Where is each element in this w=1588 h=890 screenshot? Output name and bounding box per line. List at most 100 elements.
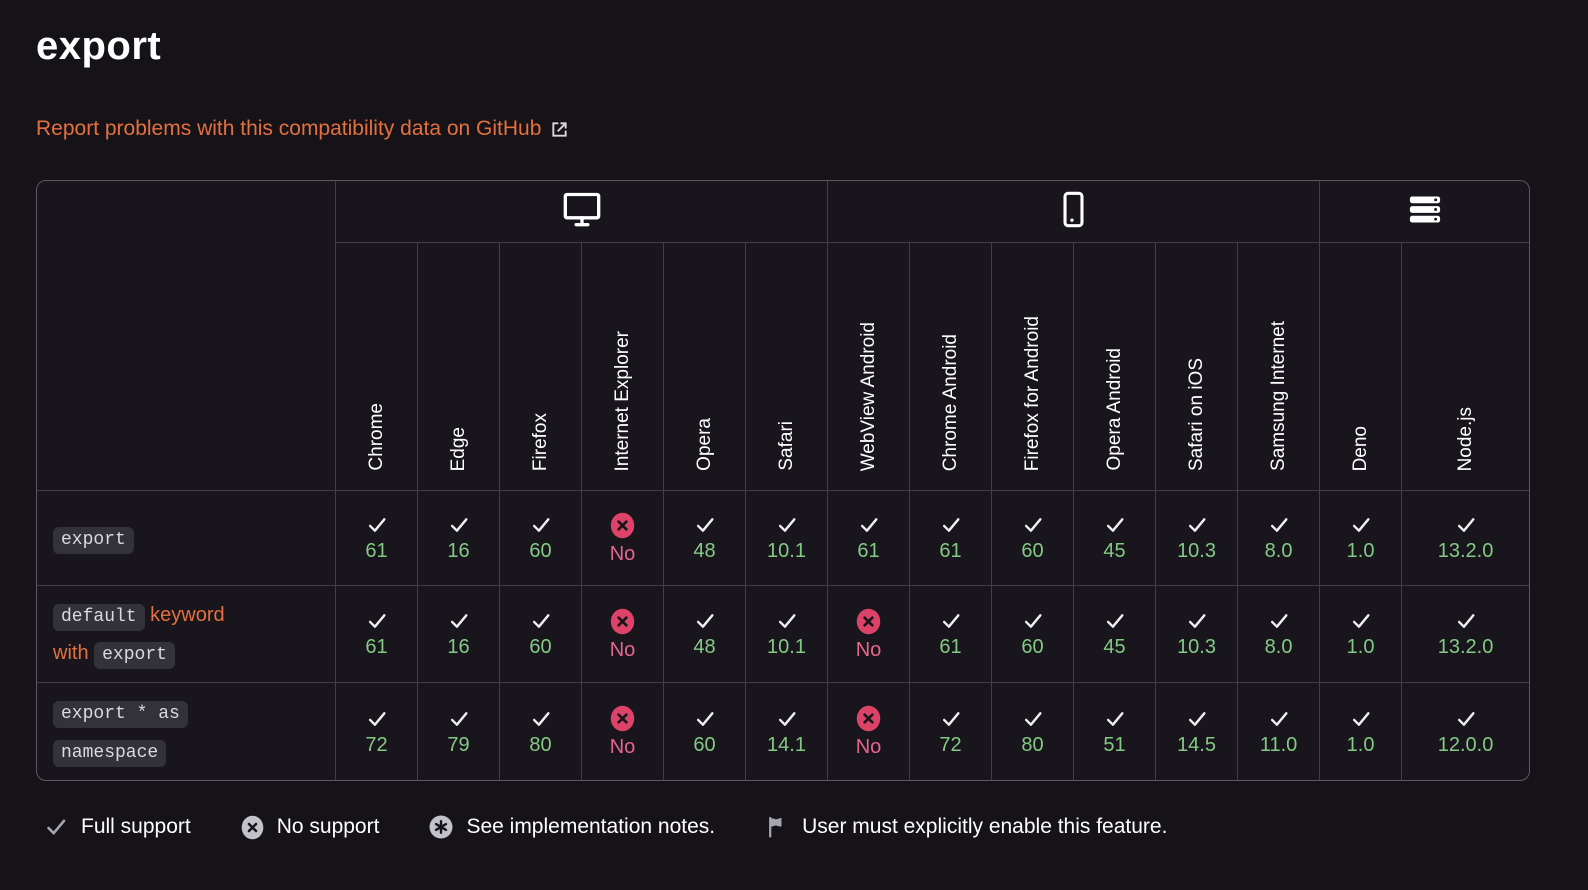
feature-label-cell: export * as namespace (37, 683, 336, 780)
cross-circle-icon (241, 815, 264, 840)
browser-column-header: Opera Android (1074, 243, 1157, 491)
feature-label[interactable]: default keyword with export (53, 596, 265, 672)
support-cell[interactable]: No (582, 586, 664, 684)
report-row: Report problems with this compatibility … (36, 116, 1552, 142)
support-cell[interactable]: No (582, 683, 664, 780)
check-icon (1022, 708, 1044, 730)
platform-group-mobile (828, 181, 1321, 243)
browser-name: Firefox (529, 412, 551, 471)
desktop-icon (562, 192, 602, 227)
feature-label[interactable]: export * as namespace (53, 693, 265, 769)
support-cell[interactable]: 16 (418, 586, 500, 684)
support-cell[interactable]: 1.0 (1320, 491, 1403, 586)
check-icon (1186, 514, 1208, 536)
support-cell[interactable]: 61 (828, 491, 911, 586)
support-cell[interactable]: No (828, 683, 911, 780)
version-label: No (609, 736, 636, 759)
support-cell[interactable]: 14.5 (1156, 683, 1239, 780)
support-cell[interactable]: 72 (910, 683, 993, 780)
check-icon (940, 610, 962, 632)
version-label: 60 (693, 733, 716, 756)
version-label: No (609, 638, 636, 661)
check-icon (1104, 514, 1126, 536)
support-cell[interactable]: 12.0.0 (1402, 683, 1529, 779)
support-cell[interactable]: 10.1 (746, 491, 829, 586)
support-cell[interactable]: 60 (992, 491, 1075, 586)
support-cell[interactable]: 61 (336, 586, 418, 684)
version-label: 61 (939, 540, 962, 562)
version-label: 80 (529, 733, 552, 756)
support-cell[interactable]: 45 (1074, 491, 1157, 586)
check-icon (448, 514, 470, 536)
report-link-text: Report problems with this compatibility … (36, 117, 542, 140)
check-icon (1186, 610, 1208, 632)
check-icon (530, 708, 552, 730)
support-cell[interactable]: 10.3 (1156, 586, 1239, 684)
support-cell[interactable]: 45 (1074, 586, 1157, 684)
check-icon (1268, 610, 1290, 632)
support-cell[interactable]: 1.0 (1320, 586, 1403, 684)
check-icon (1022, 610, 1044, 632)
support-cell[interactable]: 79 (418, 683, 500, 780)
version-label: 45 (1103, 540, 1126, 562)
support-cell[interactable]: 48 (664, 491, 746, 586)
feature-row: default keyword with export 61 16 60 No 48 10.… (37, 586, 1529, 684)
support-cell[interactable]: No (828, 586, 911, 684)
support-cell[interactable]: 48 (664, 586, 746, 684)
platform-header-row (37, 181, 1529, 491)
support-cell[interactable]: 80 (992, 683, 1075, 780)
support-cell[interactable]: 60 (992, 586, 1075, 684)
version-label: 10.3 (1177, 636, 1216, 659)
version-label: 10.1 (767, 540, 806, 562)
support-cell[interactable]: 13.2.0 (1402, 491, 1529, 586)
support-cell[interactable]: 72 (336, 683, 418, 780)
check-icon (366, 514, 388, 536)
check-icon (694, 514, 716, 536)
browser-column-header: Safari on iOS (1156, 243, 1239, 491)
report-problems-link[interactable]: Report problems with this compatibility … (36, 116, 569, 142)
mobile-icon (1061, 191, 1086, 228)
version-label: 51 (1103, 733, 1126, 756)
support-cell[interactable]: No (582, 491, 664, 586)
browser-name: Edge (447, 426, 469, 471)
support-cell[interactable]: 1.0 (1320, 683, 1403, 780)
browser-column-header: Chrome (336, 243, 418, 491)
support-cell[interactable]: 8.0 (1238, 491, 1321, 586)
check-icon (1455, 708, 1477, 730)
support-cell[interactable]: 14.1 (746, 683, 829, 780)
feature-code: default (53, 604, 145, 631)
support-cell[interactable]: 61 (910, 491, 993, 586)
compat-table-container: Chrome Edge Firefox Internet Explorer Opera S… (36, 180, 1530, 781)
support-cell[interactable]: 61 (910, 586, 993, 684)
support-cell[interactable]: 13.2.0 (1402, 586, 1529, 684)
platform-group-desktop (336, 181, 829, 243)
version-label: 80 (1021, 733, 1044, 756)
support-cell[interactable]: 16 (418, 491, 500, 586)
support-cell[interactable]: 51 (1074, 683, 1157, 780)
check-icon (1268, 708, 1290, 730)
support-cell[interactable]: 11.0 (1238, 683, 1321, 780)
check-icon (694, 708, 716, 730)
support-cell[interactable]: 60 (664, 683, 746, 780)
cross-circle-icon (856, 705, 881, 732)
legend-item: User must explicitly enable this feature… (765, 815, 1167, 839)
version-label: 60 (529, 636, 552, 659)
legend-label: No support (276, 815, 380, 839)
support-cell[interactable]: 61 (336, 491, 418, 586)
check-icon (858, 514, 880, 536)
legend-label: User must explicitly enable this feature… (802, 815, 1168, 839)
support-cell[interactable]: 80 (500, 683, 582, 780)
check-icon (694, 610, 716, 632)
support-cell[interactable]: 8.0 (1238, 586, 1321, 684)
browser-name: Firefox for Android (1021, 315, 1043, 471)
support-cell[interactable]: 10.3 (1156, 491, 1239, 586)
support-cell[interactable]: 60 (500, 491, 582, 586)
support-cell[interactable]: 60 (500, 586, 582, 684)
browser-name: Safari (775, 421, 797, 471)
support-cell[interactable]: 10.1 (746, 586, 829, 684)
version-label: 48 (693, 636, 716, 659)
browser-column-header: WebView Android (828, 243, 911, 491)
version-label: 13.2.0 (1437, 636, 1494, 659)
compat-page: export Report problems with this compati… (36, 24, 1552, 840)
check-icon (776, 610, 798, 632)
